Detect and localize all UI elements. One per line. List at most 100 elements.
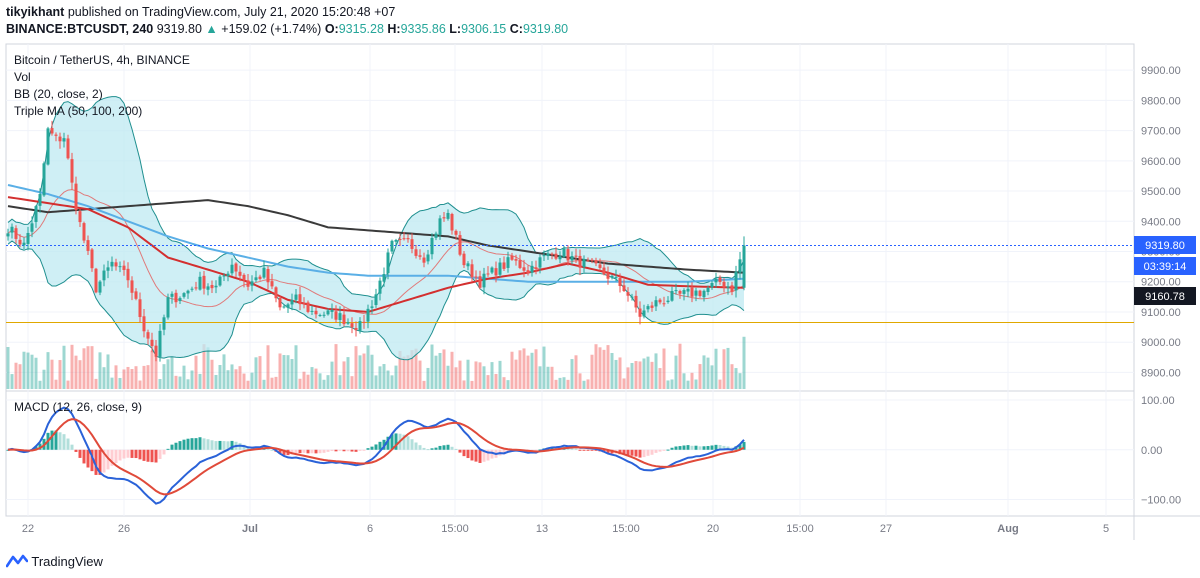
macd-histogram-bar	[702, 446, 706, 450]
volume-bar	[226, 370, 230, 389]
macd-axis-labels[interactable]: 100.00 0.00 −100.00	[1141, 395, 1181, 507]
candle-body	[154, 345, 158, 357]
candle-body	[58, 136, 62, 142]
volume-bar	[146, 365, 150, 389]
macd-histogram-bar	[186, 438, 190, 450]
macd-histogram-bar	[550, 447, 554, 450]
volume-bar	[402, 356, 406, 389]
macd-histogram-bar	[70, 444, 74, 450]
candle-body	[370, 306, 374, 308]
candle-body	[110, 261, 114, 267]
candle-body	[430, 238, 434, 255]
volume-bar	[598, 347, 602, 389]
candle-body	[626, 292, 630, 296]
macd-histogram-bar	[142, 449, 146, 461]
volume-bar	[530, 352, 534, 389]
legend-triple-ma[interactable]: Triple MA (50, 100, 200)	[14, 104, 142, 118]
volume-bar	[414, 348, 418, 389]
macd-histogram-bar	[462, 449, 466, 457]
candle-body	[246, 280, 250, 287]
macd-histogram-bar	[354, 449, 358, 452]
candle-body	[538, 257, 542, 268]
volume-bar	[114, 365, 118, 389]
macd-histogram-bar	[422, 447, 426, 450]
candle-body	[26, 232, 30, 244]
change-text: +159.02 (+1.74%)	[221, 22, 322, 36]
volume-bar	[726, 347, 730, 389]
volume-bar	[314, 368, 318, 389]
ohlc-high-value: 9335.86	[400, 22, 446, 36]
macd-histogram-bar	[314, 449, 318, 454]
candle-body	[38, 194, 42, 206]
candle-body	[726, 286, 730, 288]
volume-bar	[238, 366, 242, 389]
time-axis-labels[interactable]: 22 26 Jul 6 15:00 13 15:00 20 15:00 27 Aug 5	[22, 523, 1109, 535]
candle-body	[402, 238, 406, 240]
volume-bar	[74, 355, 78, 389]
candle-body	[42, 163, 46, 196]
candle-body	[262, 267, 266, 278]
ma-value-badge	[1134, 287, 1196, 305]
macd-histogram-bar	[694, 445, 698, 450]
time-tick-label: Aug	[997, 523, 1018, 535]
volume-bar	[422, 380, 426, 389]
candle-body	[734, 271, 738, 291]
candlesticks[interactable]	[6, 120, 746, 362]
volume-bar	[722, 349, 726, 389]
volume-bar	[118, 377, 122, 389]
publisher-name[interactable]: tikyikhant	[6, 5, 65, 19]
time-tick-label: 27	[880, 523, 892, 535]
macd-histogram-bar	[566, 448, 570, 450]
volume-bar	[358, 355, 362, 389]
candle-body	[378, 280, 382, 294]
macd-histogram-bar	[638, 449, 642, 458]
volume-bar	[302, 371, 306, 389]
publish-note: published on TradingView.com, July 21, 2…	[67, 5, 396, 19]
macd-histogram-bar	[62, 434, 66, 450]
candle-body	[6, 233, 10, 237]
price-axis-labels[interactable]: 9900.00 9800.00 9700.00 9600.00 9500.00 9400.…	[1141, 65, 1181, 379]
macd-histogram-bar	[442, 445, 446, 450]
volume-bar	[210, 359, 214, 389]
volume-bar	[42, 369, 46, 389]
candle-body	[658, 299, 662, 303]
macd-histogram-bar	[394, 433, 398, 450]
volume-bar	[682, 373, 686, 389]
ma-value-badge-text: 9160.78	[1145, 291, 1185, 303]
volume-bar	[38, 380, 42, 389]
volume-bar	[742, 336, 746, 389]
candle-body	[578, 255, 582, 268]
volume-bar	[694, 379, 698, 389]
volume-bar	[494, 373, 498, 389]
volume-bar	[702, 355, 706, 389]
candle-body	[514, 259, 518, 261]
candle-body	[718, 277, 722, 282]
legend-macd[interactable]: MACD (12, 26, close, 9)	[14, 400, 142, 414]
volume-bar	[106, 354, 110, 389]
volume-bar	[730, 364, 734, 389]
volume-bar	[418, 360, 422, 389]
candle-body	[178, 298, 182, 302]
candle-body	[582, 258, 586, 268]
macd-histogram-bar	[594, 449, 598, 451]
volume-bar	[14, 362, 18, 389]
macd-histogram-bar	[138, 449, 142, 460]
time-tick-label: 13	[536, 523, 548, 535]
candle-body	[610, 275, 614, 278]
volume-bar	[662, 348, 666, 389]
volume-bar	[614, 359, 618, 389]
volume-bar	[534, 349, 538, 389]
volume-bar	[306, 374, 310, 389]
volume-bar	[678, 343, 682, 389]
candle-body	[162, 317, 166, 330]
macd-histogram-bar	[686, 445, 690, 450]
volume-bar	[430, 344, 434, 389]
legend-volume[interactable]: Vol	[14, 70, 31, 84]
candle-body	[442, 217, 446, 219]
candle-body	[602, 267, 606, 275]
candle-body	[34, 206, 38, 222]
footer-brand[interactable]: TradingView	[31, 554, 103, 569]
candle-body	[630, 296, 634, 298]
legend-bollinger[interactable]: BB (20, close, 2)	[14, 87, 103, 101]
